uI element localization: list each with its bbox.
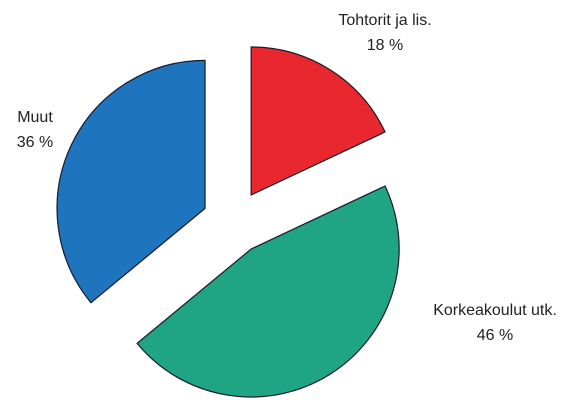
value-label: 36 % (16, 134, 54, 151)
value-label: 46 % (476, 327, 514, 344)
category-label: Tohtorit ja lis. (338, 12, 432, 29)
value-label: 18 % (366, 37, 404, 54)
pie-slice (250, 46, 386, 196)
pie-slice (56, 59, 206, 304)
slice-label: Muut 36 % (0, 105, 70, 155)
category-label: Korkeakoulut utk. (433, 302, 557, 319)
slice-label: Tohtorit ja lis. 18 % (310, 8, 460, 58)
pie-slice (136, 185, 400, 398)
category-label: Muut (17, 109, 53, 126)
slice-label: Korkeakoulut utk. 46 % (420, 298, 570, 348)
